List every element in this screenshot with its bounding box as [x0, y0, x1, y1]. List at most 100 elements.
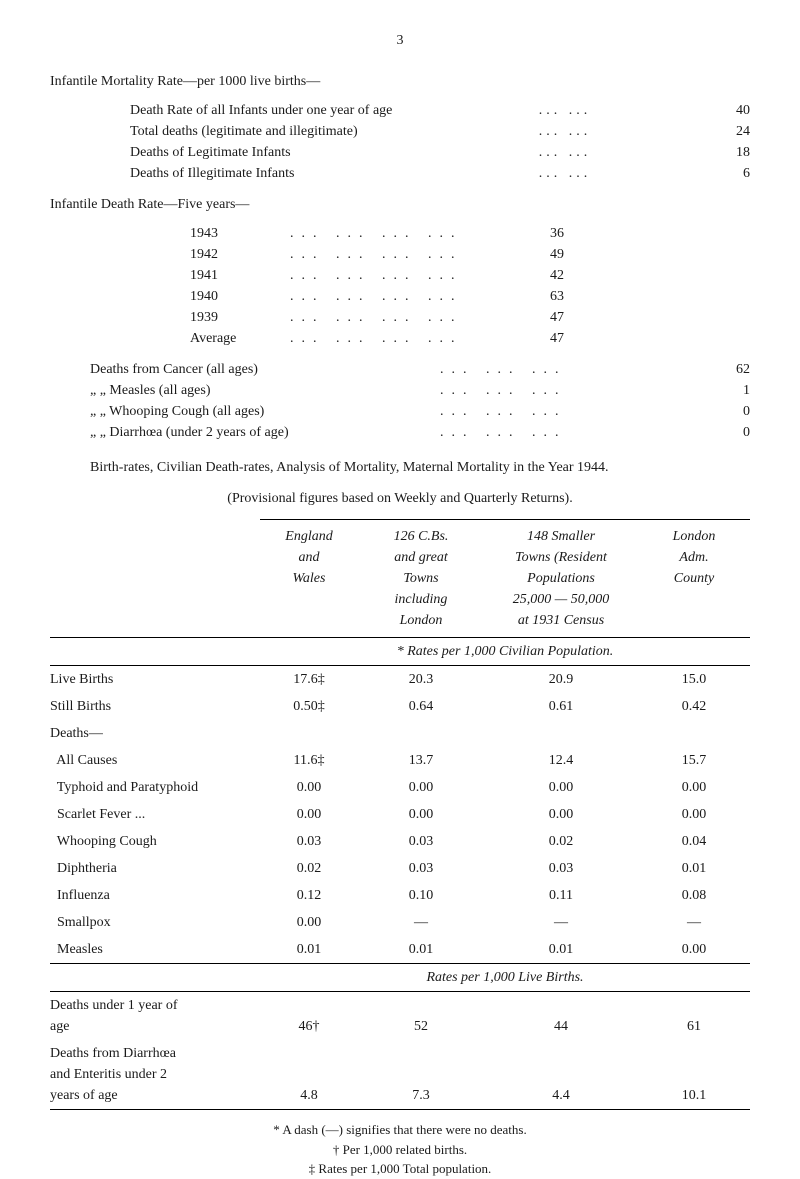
- mortality-row: Total deaths (legitimate and illegitimat…: [50, 121, 750, 142]
- row-label: Typhoid and Paratyphoid: [50, 774, 260, 801]
- cell-london: [638, 720, 750, 747]
- row-label: Measles: [50, 936, 260, 964]
- deaths-label: Deaths from Cancer (all ages): [90, 359, 440, 380]
- dots: ... ... ... ...: [290, 265, 550, 286]
- header-empty: [50, 520, 260, 638]
- row-label: Influenza: [50, 882, 260, 909]
- cell-126cbs: 7.3: [358, 1040, 484, 1110]
- dots: ... ... ...: [440, 422, 710, 443]
- cell-england: [260, 720, 358, 747]
- header-148towns: 148 Smaller Towns (Resident Populations …: [484, 520, 638, 638]
- dots: ... ...: [420, 163, 710, 184]
- table-header-row: England and Wales 126 C.Bs. and great To…: [50, 520, 750, 638]
- cell-148towns: 0.61: [484, 693, 638, 720]
- cell-england: 0.12: [260, 882, 358, 909]
- cell-148towns: [484, 720, 638, 747]
- cell-126cbs: 0.03: [358, 828, 484, 855]
- row-label: Live Births: [50, 666, 260, 694]
- cell-148towns: 44: [484, 992, 638, 1041]
- cell-126cbs: 20.3: [358, 666, 484, 694]
- year-value: 36: [550, 223, 750, 244]
- year-row: 1939... ... ... ...47: [50, 307, 750, 328]
- year-row: 1941... ... ... ...42: [50, 265, 750, 286]
- deaths-from-row: „ „ Measles (all ages)... ... ...1: [50, 380, 750, 401]
- cell-148towns: 0.02: [484, 828, 638, 855]
- cell-126cbs: 0.64: [358, 693, 484, 720]
- cell-london: 10.1: [638, 1040, 750, 1110]
- year-label: 1940: [190, 286, 290, 307]
- cell-england: 0.00: [260, 909, 358, 936]
- dots: ... ... ... ...: [290, 244, 550, 265]
- cell-126cbs: —: [358, 909, 484, 936]
- table-row: Deaths under 1 year of age46†524461: [50, 992, 750, 1041]
- cell-england: 4.8: [260, 1040, 358, 1110]
- row-label: All Causes: [50, 747, 260, 774]
- cell-148towns: 4.4: [484, 1040, 638, 1110]
- cell-126cbs: [358, 720, 484, 747]
- dots: ... ... ... ...: [290, 223, 550, 244]
- rates-caption-2: Rates per 1,000 Live Births.: [260, 964, 750, 992]
- rates-caption-1: * Rates per 1,000 Civilian Population.: [260, 638, 750, 666]
- rates-caption-2-row: Rates per 1,000 Live Births.: [50, 964, 750, 992]
- year-label: 1943: [190, 223, 290, 244]
- cell-england: 0.03: [260, 828, 358, 855]
- row-label: Smallpox: [50, 909, 260, 936]
- cell-148towns: 0.01: [484, 936, 638, 964]
- year-label: Average: [190, 328, 290, 349]
- deaths-value: 0: [710, 422, 750, 443]
- cell-126cbs: 0.10: [358, 882, 484, 909]
- cell-london: 15.7: [638, 747, 750, 774]
- cell-126cbs: 0.00: [358, 801, 484, 828]
- mortality-rate-title: Infantile Mortality Rate—per 1000 live b…: [50, 71, 750, 92]
- table-row: Live Births17.6‡20.320.915.0: [50, 666, 750, 694]
- cell-london: 61: [638, 992, 750, 1041]
- cell-126cbs: 0.00: [358, 774, 484, 801]
- cell-england: 11.6‡: [260, 747, 358, 774]
- year-value: 47: [550, 307, 750, 328]
- row-label: Still Births: [50, 693, 260, 720]
- cell-london: —: [638, 909, 750, 936]
- year-row: 1943... ... ... ...36: [50, 223, 750, 244]
- row-label: Scarlet Fever ...: [50, 801, 260, 828]
- dots: ... ...: [420, 142, 710, 163]
- cell-london: 0.00: [638, 774, 750, 801]
- cell-126cbs: 0.03: [358, 855, 484, 882]
- dots: ... ... ...: [440, 401, 710, 422]
- header-london: London Adm. County: [638, 520, 750, 638]
- table-row: Typhoid and Paratyphoid0.000.000.000.00: [50, 774, 750, 801]
- year-value: 42: [550, 265, 750, 286]
- year-value: 49: [550, 244, 750, 265]
- cell-london: 0.08: [638, 882, 750, 909]
- cell-england: 0.50‡: [260, 693, 358, 720]
- cell-london: 15.0: [638, 666, 750, 694]
- row-label: Deaths from Diarrhœa and Enteritis under…: [50, 1040, 260, 1110]
- cell-london: 0.00: [638, 801, 750, 828]
- table-row: Influenza0.120.100.110.08: [50, 882, 750, 909]
- footnote-1: * A dash (—) signifies that there were n…: [50, 1120, 750, 1140]
- mortality-label: Death Rate of all Infants under one year…: [130, 100, 420, 121]
- cell-148towns: —: [484, 909, 638, 936]
- year-value: 47: [550, 328, 750, 349]
- table-row: All Causes11.6‡13.712.415.7: [50, 747, 750, 774]
- mortality-value: 18: [710, 142, 750, 163]
- cell-148towns: 0.00: [484, 774, 638, 801]
- page-number: 3: [50, 30, 750, 51]
- death-rate-title: Infantile Death Rate—Five years—: [50, 194, 750, 215]
- table-row: Scarlet Fever ...0.000.000.000.00: [50, 801, 750, 828]
- mortality-row: Deaths of Illegitimate Infants... ...6: [50, 163, 750, 184]
- deaths-value: 1: [710, 380, 750, 401]
- table-row: Measles0.010.010.010.00: [50, 936, 750, 964]
- mortality-value: 40: [710, 100, 750, 121]
- cell-148towns: 0.00: [484, 801, 638, 828]
- cell-148towns: 12.4: [484, 747, 638, 774]
- mortality-table: England and Wales 126 C.Bs. and great To…: [50, 519, 750, 1110]
- table-row: Smallpox0.00———: [50, 909, 750, 936]
- table-row: Deaths from Diarrhœa and Enteritis under…: [50, 1040, 750, 1110]
- deaths-label: „ „ Measles (all ages): [90, 380, 440, 401]
- table-row: Diphtheria0.020.030.030.01: [50, 855, 750, 882]
- cell-london: 0.42: [638, 693, 750, 720]
- dots: ... ... ... ...: [290, 286, 550, 307]
- deaths-from-row: Deaths from Cancer (all ages)... ... ...…: [50, 359, 750, 380]
- header-england: England and Wales: [260, 520, 358, 638]
- footnote-2: † Per 1,000 related births.: [50, 1140, 750, 1160]
